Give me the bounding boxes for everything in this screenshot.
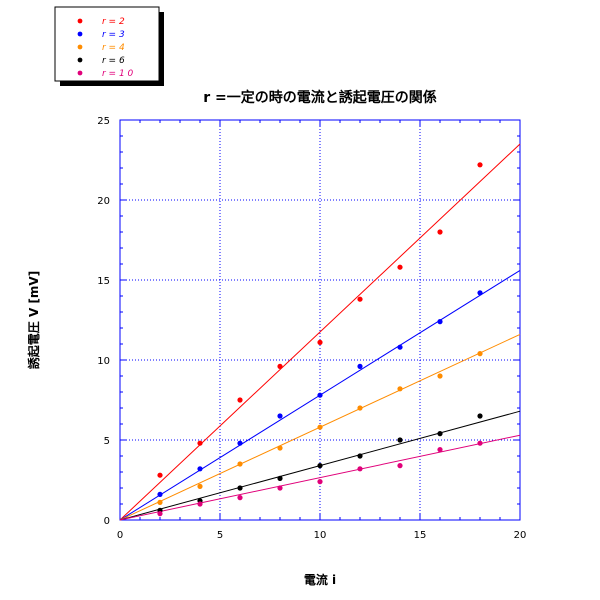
data-point-4 (317, 479, 323, 485)
data-point-0 (437, 229, 443, 235)
grid (120, 120, 520, 520)
data-point-2 (197, 483, 203, 489)
y-tick-label: 15 (97, 276, 110, 287)
data-point-1 (277, 413, 283, 419)
data-point-2 (277, 445, 283, 451)
legend-marker (77, 31, 83, 37)
x-tick-label: 15 (414, 530, 427, 541)
data-point-1 (157, 491, 163, 497)
data-point-3 (357, 453, 363, 459)
legend-label: r = 1 0 (102, 69, 134, 79)
data-point-0 (397, 264, 403, 270)
x-tick-label: 20 (514, 530, 527, 541)
y-tick-label: 25 (97, 116, 110, 127)
data-point-4 (237, 495, 243, 501)
x-axis-title: 電流 i (304, 572, 336, 587)
data-point-4 (397, 463, 403, 469)
data-point-3 (237, 485, 243, 491)
y-tick-label: 0 (104, 516, 110, 527)
data-point-1 (197, 466, 203, 472)
data-points (157, 162, 483, 517)
data-point-1 (477, 290, 483, 296)
data-point-4 (157, 510, 163, 517)
legend-box (54, 6, 160, 82)
data-point-0 (277, 363, 283, 369)
legend-label: r = 2 (102, 17, 125, 27)
legend-label: r = 4 (102, 43, 125, 53)
legend-marker (77, 18, 83, 24)
data-point-2 (317, 424, 323, 430)
legend-label: r = 6 (102, 56, 125, 66)
data-point-2 (357, 405, 363, 411)
data-point-4 (357, 466, 363, 472)
data-point-0 (197, 440, 203, 446)
x-tick-label: 10 (314, 530, 327, 541)
data-point-1 (357, 363, 363, 369)
data-point-1 (397, 344, 403, 350)
x-tick-label: 0 (117, 530, 123, 541)
fit-line-0 (119, 143, 521, 521)
data-point-2 (437, 373, 443, 379)
data-point-3 (397, 437, 403, 443)
y-axis-title: 誘起電圧 V [mV] (26, 271, 41, 369)
data-point-0 (317, 339, 323, 345)
data-point-0 (157, 472, 163, 478)
data-point-3 (437, 431, 443, 437)
data-point-2 (157, 499, 163, 505)
legend-label: r = 3 (102, 30, 125, 40)
data-point-1 (317, 392, 323, 398)
fit-line-4 (119, 434, 521, 521)
y-tick-label: 10 (97, 356, 110, 367)
legend: r = 2 r = 3 r = 4 r = 6 r = 1 0 (54, 6, 164, 86)
data-point-1 (237, 440, 243, 446)
chart-title: r =一定の時の電流と誘起電圧の関係 (203, 89, 437, 106)
data-point-2 (237, 461, 243, 467)
x-tick-label: 5 (217, 530, 223, 541)
legend-marker (77, 57, 83, 63)
data-point-0 (237, 397, 243, 403)
ticks (119, 119, 521, 521)
data-point-1 (437, 319, 443, 325)
data-point-3 (317, 463, 323, 469)
data-point-0 (477, 162, 483, 168)
data-point-2 (477, 351, 483, 357)
tick-labels: 0 5 10 15 20 0 5 10 15 20 25 (97, 116, 526, 541)
data-point-2 (397, 386, 403, 392)
y-tick-label: 20 (97, 196, 110, 207)
data-point-0 (357, 296, 363, 302)
data-point-3 (277, 475, 283, 481)
data-point-4 (437, 447, 443, 453)
data-point-4 (277, 485, 283, 491)
legend-marker (77, 70, 83, 76)
data-point-4 (477, 440, 483, 446)
y-tick-label: 5 (104, 436, 110, 447)
legend-marker (77, 44, 83, 50)
data-point-4 (197, 501, 203, 507)
data-point-3 (477, 413, 483, 419)
